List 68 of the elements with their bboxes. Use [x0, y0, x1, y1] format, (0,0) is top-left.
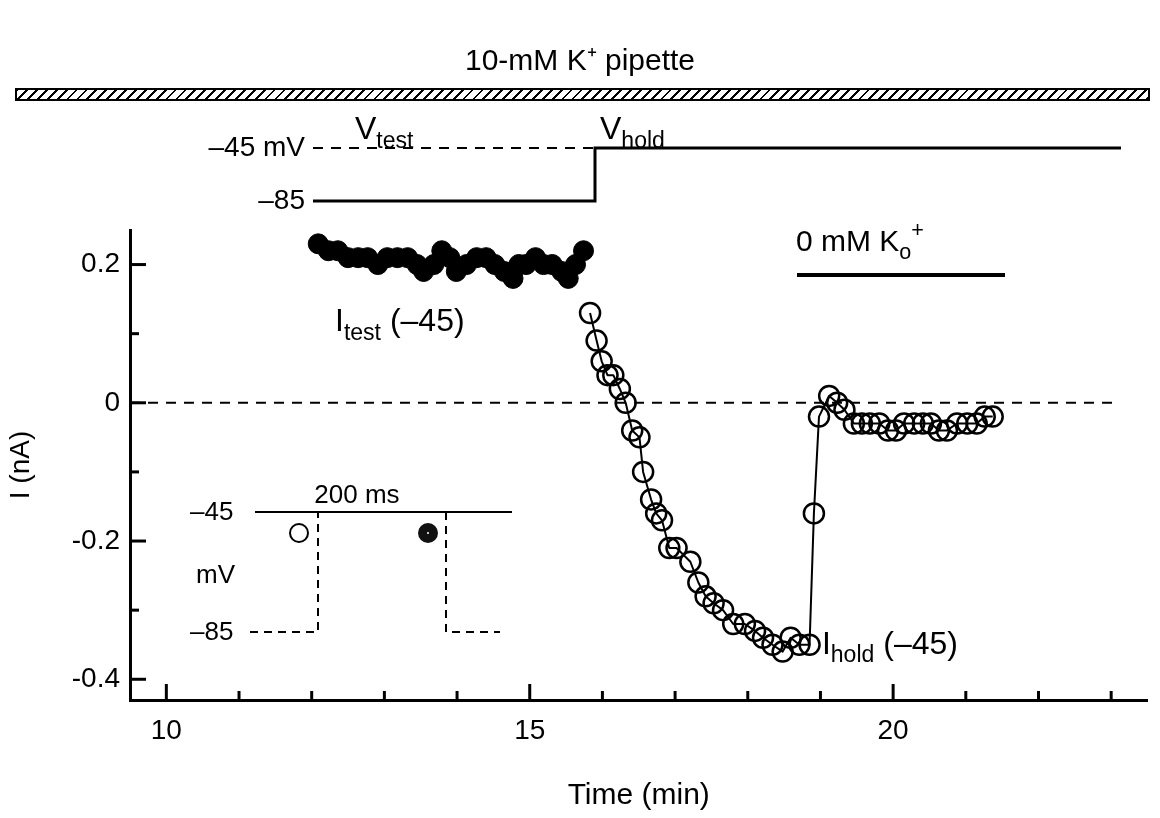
point — [771, 640, 794, 663]
x-axis-title: Time (min) — [567, 777, 710, 811]
point — [585, 329, 608, 352]
point — [884, 419, 908, 442]
point — [602, 363, 625, 387]
point — [761, 633, 784, 656]
y-tick-label: -0.2 — [71, 523, 120, 555]
point — [876, 419, 900, 442]
point — [608, 377, 632, 401]
point — [743, 619, 767, 643]
point — [751, 626, 775, 650]
point — [798, 633, 821, 656]
point — [658, 536, 681, 560]
point — [927, 419, 951, 442]
point — [825, 391, 849, 415]
point — [721, 612, 745, 636]
annotation: mV — [196, 558, 236, 589]
point — [573, 240, 595, 262]
point — [733, 612, 757, 636]
annotation: 200 ms — [314, 478, 400, 509]
annotation: –45 — [190, 495, 234, 526]
point — [807, 405, 831, 428]
point — [945, 412, 969, 435]
point — [620, 419, 644, 442]
point — [665, 536, 688, 560]
annotation: –85 — [190, 615, 234, 646]
point — [639, 488, 663, 511]
text: –45 mV — [208, 130, 306, 162]
point — [802, 502, 826, 525]
x-tick-label: 15 — [514, 713, 546, 745]
point — [628, 426, 651, 449]
point — [935, 419, 959, 442]
point — [817, 384, 841, 408]
point — [892, 412, 916, 435]
point — [842, 412, 866, 435]
point — [868, 412, 891, 435]
point — [973, 405, 996, 428]
point — [902, 412, 926, 435]
point — [779, 626, 802, 650]
point — [850, 412, 874, 435]
point — [788, 633, 811, 656]
point — [858, 412, 882, 435]
point — [614, 391, 637, 415]
x-tick-label: 10 — [150, 713, 182, 745]
point — [702, 591, 725, 615]
point — [956, 412, 979, 435]
x-tick-label: 20 — [877, 713, 909, 745]
point — [981, 405, 1004, 428]
point — [590, 350, 613, 373]
chart-title: 10-mM K⁺ pipette — [464, 43, 696, 76]
point — [911, 412, 935, 435]
text: –85 — [258, 183, 305, 215]
point — [578, 301, 602, 325]
y-tick-label: 0.2 — [81, 247, 120, 279]
point — [631, 460, 655, 484]
point — [596, 363, 619, 387]
y-tick-label: -0.4 — [71, 661, 120, 693]
point — [694, 585, 717, 608]
point — [687, 571, 710, 594]
point — [833, 398, 856, 421]
point — [644, 502, 668, 525]
point — [711, 598, 735, 622]
point — [965, 412, 988, 435]
point — [919, 412, 943, 435]
point — [650, 509, 674, 532]
y-axis-title: I (nA) — [3, 430, 35, 500]
y-tick-label: 0 — [104, 385, 120, 417]
point — [679, 550, 702, 574]
